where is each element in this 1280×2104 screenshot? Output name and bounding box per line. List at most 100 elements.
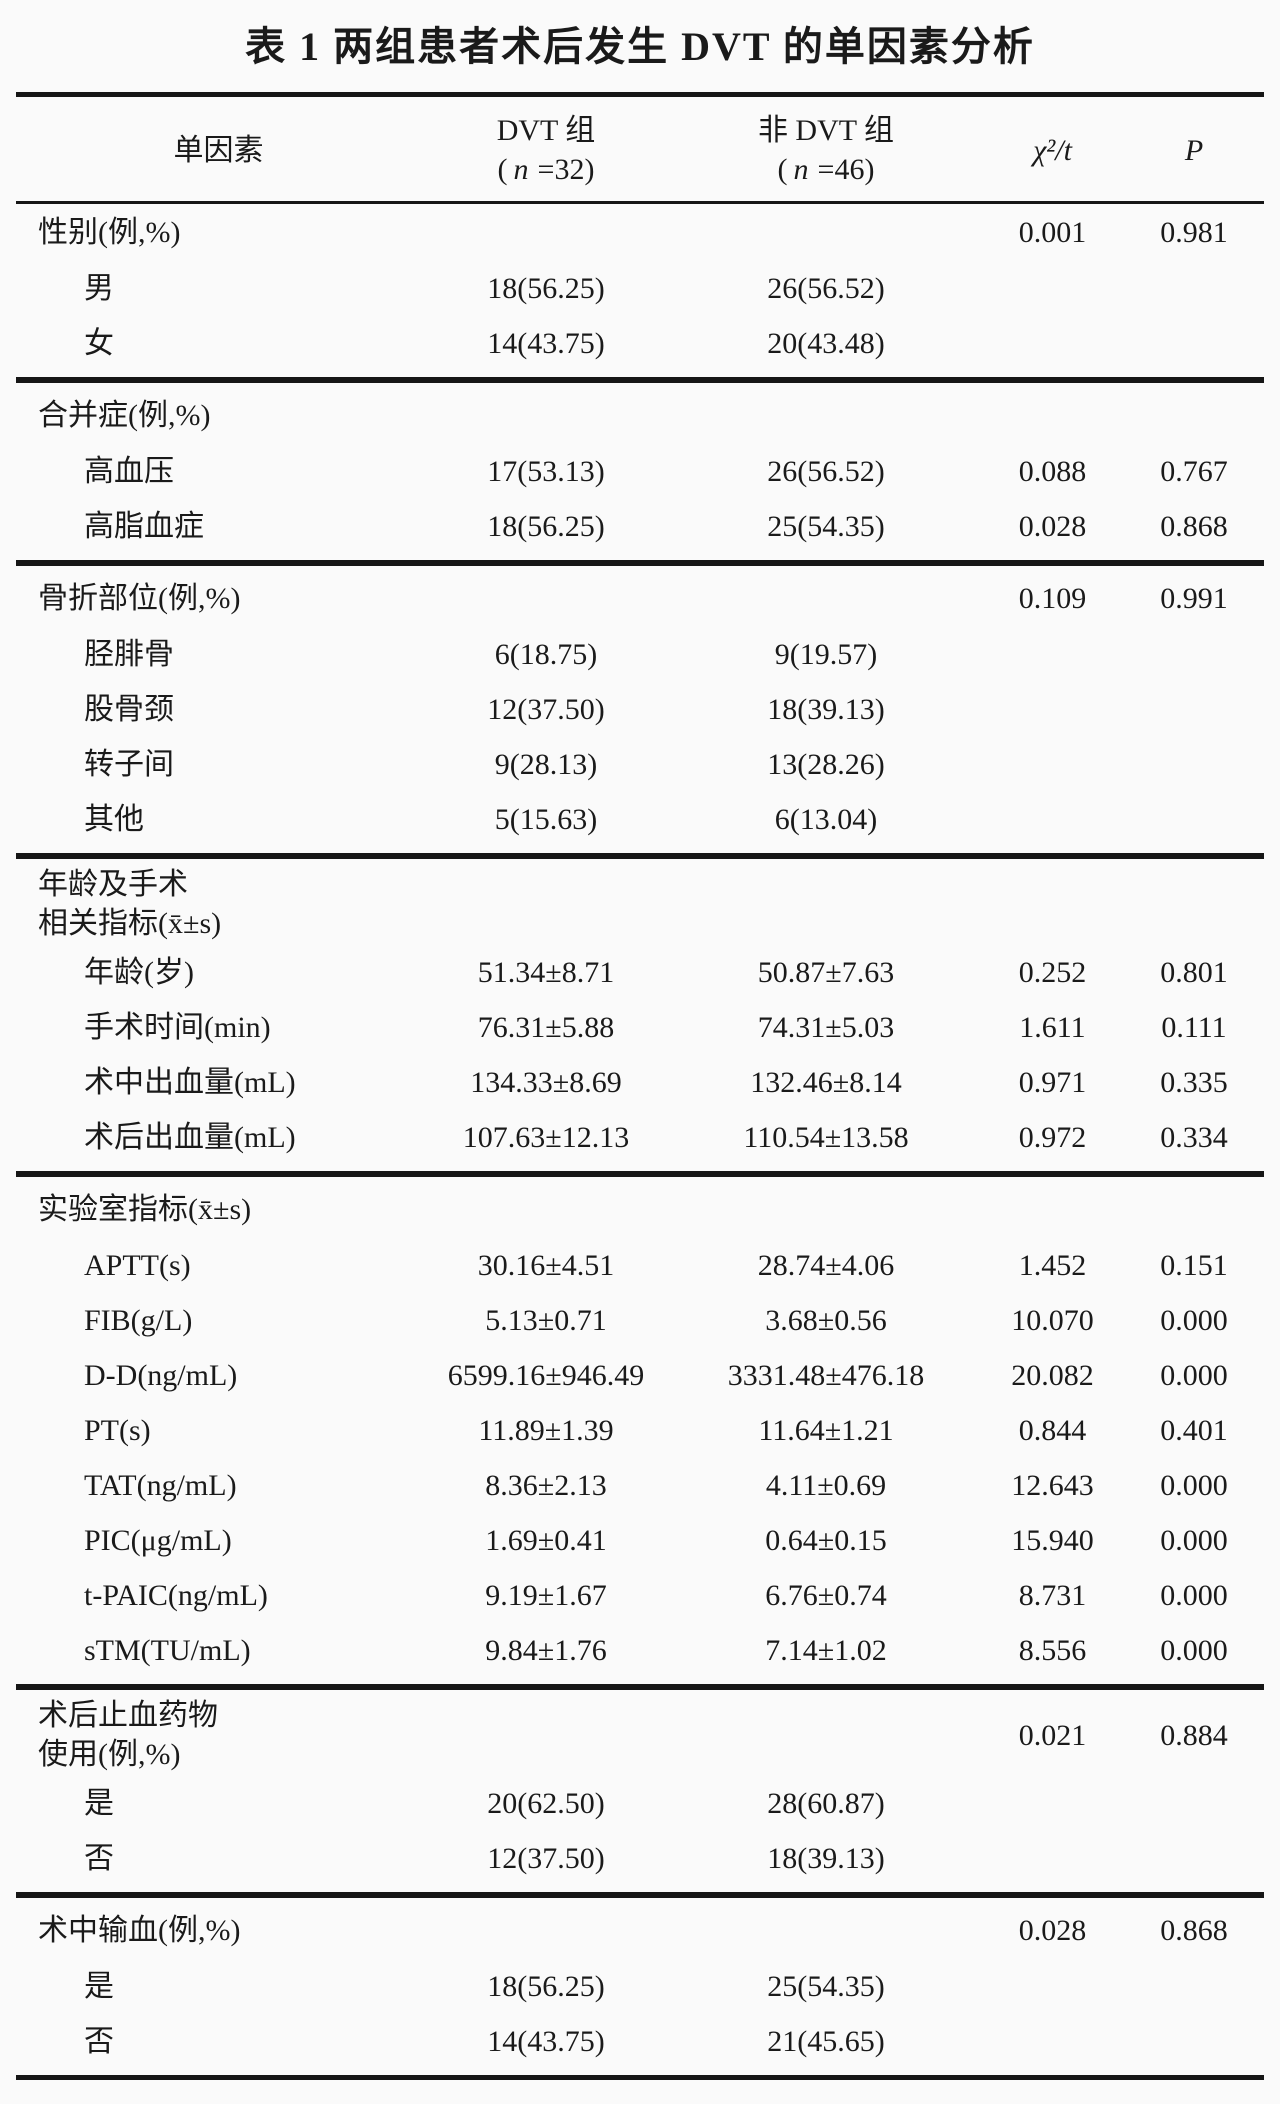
dvt-value: 5.13±0.71 (485, 1304, 607, 1337)
table-row: APTT(s) 30.16±4.51 28.74±4.06 1.452 0.151 (16, 1238, 1264, 1293)
paren-open: ( (497, 153, 508, 186)
table-row: TAT(ng/mL) 8.36±2.13 4.11±0.69 12.643 0.000 (16, 1458, 1264, 1513)
table-row: sTM(TU/mL) 9.84±1.76 7.14±1.02 8.556 0.000 (16, 1623, 1264, 1678)
row-label: 其他 (84, 803, 144, 836)
table-row: 胫腓骨 6(18.75) 9(19.57) (16, 627, 1264, 682)
table-row: 女 14(43.75) 20(43.48) (16, 316, 1264, 371)
column-header-dvt-group: DVT 组 (n =32) (421, 111, 671, 189)
chi-t-value: 8.731 (1018, 1579, 1087, 1612)
section-label: 年龄及手术 相关指标(x̄±s) (38, 868, 222, 940)
column-header-p: P (1184, 133, 1204, 167)
table-row: PIC(μg/mL) 1.69±0.41 0.64±0.15 15.940 0.000 (16, 1513, 1264, 1568)
section-header-row: 年龄及手术 相关指标(x̄±s) (16, 863, 1264, 945)
non-dvt-value: 9(19.57) (774, 638, 878, 671)
chi-t-value: 0.844 (1018, 1414, 1087, 1447)
non-dvt-value: 26(56.52) (767, 455, 885, 488)
dvt-value: 1.69±0.41 (485, 1524, 607, 1557)
non-dvt-value: 25(54.35) (767, 1970, 885, 2003)
section-divider (16, 1892, 1264, 1898)
section-label: 合并症(例,%) (38, 399, 211, 432)
row-label: 股骨颈 (84, 693, 174, 726)
chi-t-value: 0.021 (1018, 1718, 1087, 1752)
chi-t-value: 1.611 (1019, 1011, 1086, 1044)
section-divider (16, 1684, 1264, 1690)
p-value: 0.991 (1160, 582, 1228, 615)
column-header-factor: 单因素 (173, 133, 264, 167)
table-row: 是 20(62.50) 28(60.87) (16, 1776, 1264, 1831)
section-label: 骨折部位(例,%) (38, 582, 241, 615)
dvt-value: 14(43.75) (487, 327, 605, 360)
non-dvt-value: 50.87±7.63 (757, 956, 895, 989)
section-header-row: 骨折部位(例,%) 0.109 0.991 (16, 570, 1264, 627)
table-row: 高血压 17(53.13) 26(56.52) 0.088 0.767 (16, 444, 1264, 499)
p-value: 0.767 (1160, 455, 1228, 488)
p-value: 0.334 (1160, 1121, 1228, 1154)
table-header-row: 单因素 DVT 组 (n =32) 非 DVT 组 (n =46) χ²/t P (16, 97, 1264, 201)
non-dvt-value: 132.46±8.14 (750, 1066, 902, 1099)
dvt-value: 5(15.63) (494, 803, 598, 836)
dvt-value: 30.16±4.51 (477, 1249, 615, 1282)
chi-t-value: 0.252 (1018, 956, 1087, 989)
dvt-group-n: (n =32) (421, 150, 671, 189)
table-row: 其他 5(15.63) 6(13.04) (16, 792, 1264, 847)
row-label: 术后出血量(mL) (84, 1121, 296, 1154)
table-row: 男 18(56.25) 26(56.52) (16, 261, 1264, 316)
chi-t-value: 15.940 (1011, 1524, 1094, 1557)
chi-t-value: 12.643 (1011, 1469, 1094, 1502)
table-section: 合并症(例,%) 高血压 17(53.13) 26(56.52) 0.088 0.767 高… (16, 387, 1264, 554)
dvt-value: 18(56.25) (487, 1970, 605, 2003)
section-divider (16, 1171, 1264, 1177)
dvt-value: 18(56.25) (487, 272, 605, 305)
non-dvt-value: 20(43.48) (767, 327, 885, 360)
non-dvt-value: 110.54±13.58 (743, 1121, 909, 1154)
non-dvt-value: 3331.48±476.18 (727, 1359, 925, 1392)
row-label: PIC(μg/mL) (84, 1524, 232, 1557)
p-value: 0.000 (1160, 1634, 1228, 1667)
table-section: 实验室指标(x̄±s) APTT(s) 30.16±4.51 28.74±4.06 1.… (16, 1181, 1264, 1678)
table-bottom-rule (16, 2075, 1264, 2080)
p-value: 0.868 (1160, 1914, 1228, 1947)
row-label: 是 (84, 1970, 114, 2003)
table-row: 术后出血量(mL) 107.63±12.13 110.54±13.58 0.972 0.… (16, 1110, 1264, 1165)
section-header-row: 术后止血药物 使用(例,%) 0.021 0.884 (16, 1694, 1264, 1776)
non-dvt-value: 18(39.13) (767, 1842, 885, 1875)
row-label: 女 (84, 327, 114, 360)
table-row: 是 18(56.25) 25(54.35) (16, 1959, 1264, 2014)
row-label: t-PAIC(ng/mL) (84, 1579, 268, 1612)
non-dvt-group-name: 非 DVT 组 (757, 114, 895, 147)
dvt-value: 20(62.50) (487, 1787, 605, 1820)
row-label: TAT(ng/mL) (84, 1469, 237, 1502)
table-row: 转子间 9(28.13) 13(28.26) (16, 737, 1264, 792)
section-label: 术后止血药物 使用(例,%) (38, 1699, 218, 1771)
table-section: 骨折部位(例,%) 0.109 0.991 胫腓骨 6(18.75) 9(19.57) 股骨… (16, 570, 1264, 847)
section-divider (16, 560, 1264, 566)
non-dvt-value: 13(28.26) (767, 748, 885, 781)
row-label: 否 (84, 2025, 114, 2058)
section-header-row: 合并症(例,%) (16, 387, 1264, 444)
row-label: 术中出血量(mL) (84, 1066, 296, 1099)
row-label: 男 (84, 272, 114, 305)
row-label: PT(s) (84, 1414, 151, 1447)
section-label: 术中输血(例,%) (38, 1914, 241, 1947)
row-label: 高血压 (84, 455, 174, 488)
section-header-row: 实验室指标(x̄±s) (16, 1181, 1264, 1238)
non-dvt-value: 11.64±1.21 (758, 1414, 894, 1447)
p-value: 0.000 (1160, 1304, 1228, 1337)
dvt-value: 12(37.50) (487, 693, 605, 726)
p-value: 0.801 (1160, 956, 1228, 989)
table-row: FIB(g/L) 5.13±0.71 3.68±0.56 10.070 0.000 (16, 1293, 1264, 1348)
dvt-value: 9(28.13) (494, 748, 598, 781)
table-row: 否 14(43.75) 21(45.65) (16, 2014, 1264, 2069)
p-value: 0.335 (1160, 1066, 1228, 1099)
table-row: PT(s) 11.89±1.39 11.64±1.21 0.844 0.401 (16, 1403, 1264, 1458)
dvt-value: 8.36±2.13 (485, 1469, 607, 1502)
table-row: 高脂血症 18(56.25) 25(54.35) 0.028 0.868 (16, 499, 1264, 554)
p-value: 0.868 (1160, 510, 1228, 543)
chi-t-value: 0.109 (1018, 582, 1087, 615)
n-count: =46) (817, 153, 875, 186)
p-value: 0.401 (1160, 1414, 1228, 1447)
row-label: 转子间 (84, 748, 174, 781)
dvt-group-name: DVT 组 (496, 114, 596, 147)
section-label: 实验室指标(x̄±s) (38, 1193, 252, 1226)
